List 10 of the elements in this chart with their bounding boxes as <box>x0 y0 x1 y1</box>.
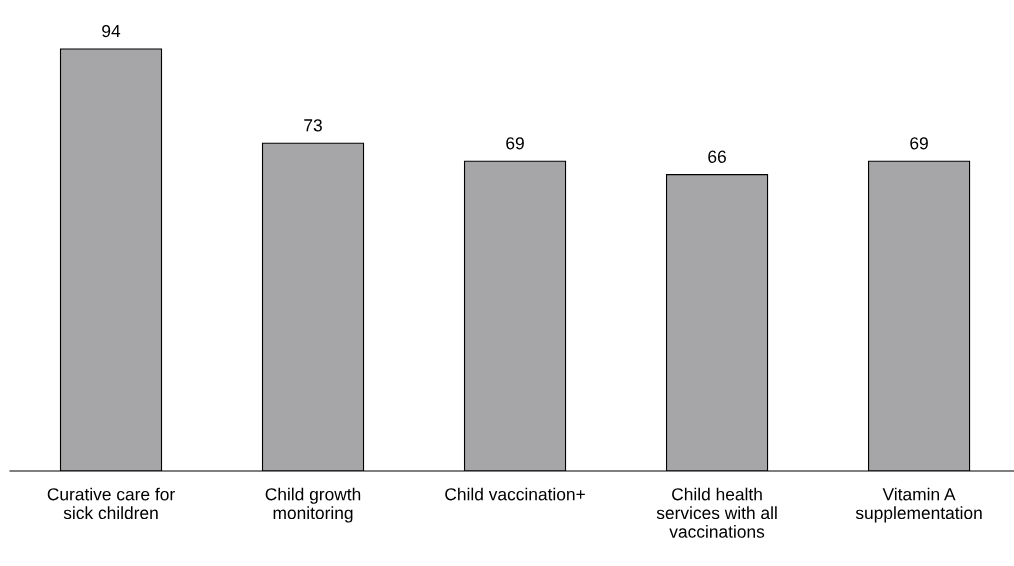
x-tick-label: Child health services with all vaccinations <box>656 487 777 538</box>
data-label: 69 <box>910 137 928 150</box>
data-label: 94 <box>102 24 121 38</box>
x-tick-label: Child growth monitoring <box>265 487 361 523</box>
x-tick-label: Vitamin A supplementation <box>855 487 982 523</box>
data-label: 66 <box>708 150 726 163</box>
x-tick-label: Curative care for sick children <box>47 487 175 520</box>
data-label: 73 <box>304 119 322 132</box>
data-label: 69 <box>506 137 524 150</box>
x-tick-label: Child vaccination+ <box>445 487 585 501</box>
